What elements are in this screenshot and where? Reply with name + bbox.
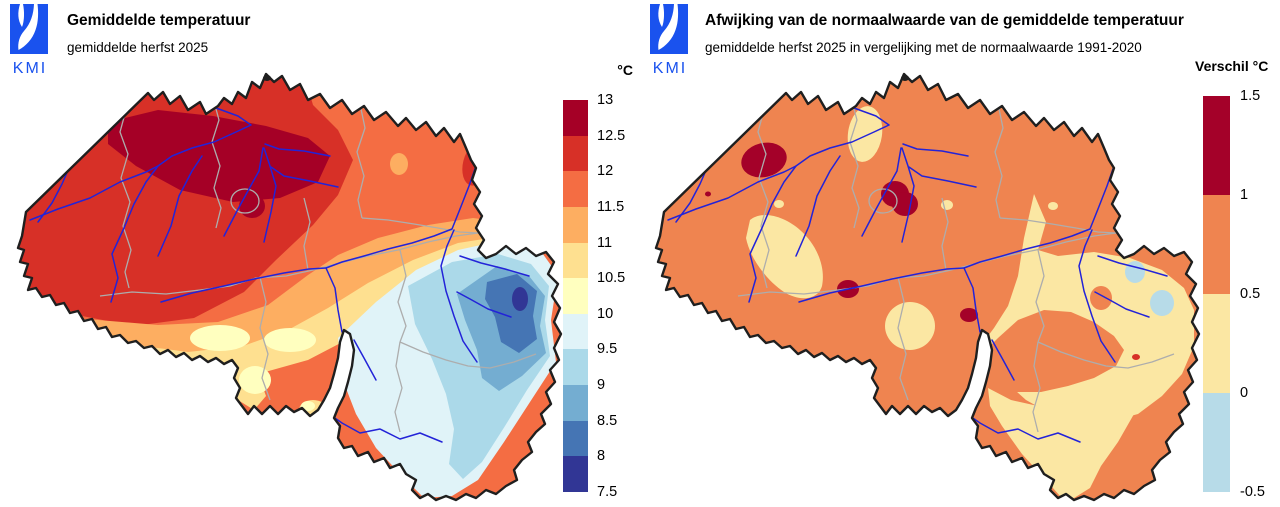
anomaly-fill-regions [656, 74, 1199, 500]
legend-tick-label: 10.5 [597, 270, 626, 287]
legend-color-band [563, 242, 588, 279]
right-map-title: Afwijking van de normaalwaarde van de ge… [705, 12, 1184, 29]
legend-tick-label: 1.5 [1240, 88, 1261, 104]
left-panel-titles: Gemiddelde temperatuur gemiddelde herfst… [67, 12, 627, 55]
kmi-logo-2: KMI [650, 4, 694, 78]
legend-color-band [563, 135, 588, 172]
legend-color-band [563, 349, 588, 386]
left-map-title: Gemiddelde temperatuur [67, 12, 251, 29]
legend-color-band [563, 420, 588, 457]
legend-color-bands [1203, 96, 1230, 492]
legend-color-band [563, 100, 588, 136]
legend-tick-label: 0.5 [1240, 286, 1261, 302]
legend-color-bands [563, 100, 588, 493]
legend-tick-label: 9 [597, 377, 606, 394]
map-belgium-mean-temperature [16, 72, 563, 502]
legend-color-band [1203, 393, 1230, 492]
kmi-logo-text: KMI [12, 60, 48, 77]
right-map-subtitle: gemiddelde herfst 2025 in vergelijking m… [705, 39, 1142, 55]
legend-color-band [563, 385, 588, 421]
legend-tick-label: 8.5 [597, 412, 618, 429]
legend-tick-label: 1 [1240, 187, 1249, 203]
legend-color-band [1203, 195, 1230, 294]
legend-tick-label: 0 [1240, 385, 1249, 401]
kmi-logo: KMI [10, 4, 54, 78]
anomaly-legend: Verschil °C 1.5 1 0.5 0 -0.5 [1195, 58, 1280, 500]
right-panel-titles: Afwijking van de normaalwaarde van de ge… [705, 12, 1265, 55]
kmi-logo-text: KMI [652, 60, 688, 77]
baarle-hertog-dot [263, 75, 271, 81]
left-map-subtitle: gemiddelde herfst 2025 [67, 39, 209, 55]
legend-color-band [563, 456, 588, 493]
legend-tick-label: 13 [597, 92, 614, 108]
legend-tick-label: 12.5 [597, 127, 626, 144]
legend-unit-label: Verschil °C [1195, 58, 1269, 74]
temperature-fill-regions [18, 74, 561, 500]
kmi-logo-icon [10, 4, 48, 54]
temperature-legend: °C 13 12.5 12 11.5 11 10.5 10 9.5 9 8.5 8 7.5 [563, 62, 643, 500]
legend-tick-label: 12 [597, 163, 614, 180]
legend-tick-label: 9.5 [597, 341, 618, 358]
kmi-logo-icon [650, 4, 688, 54]
legend-color-band [563, 171, 588, 207]
legend-tick-label: 10 [597, 305, 614, 322]
legend-color-band [563, 206, 588, 243]
legend-tick-label: 7.5 [597, 484, 618, 500]
legend-tick-label: 11.5 [597, 198, 625, 215]
legend-tick-label: 8 [597, 448, 606, 465]
baarle-hertog-dot [901, 75, 909, 81]
legend-tick-label: -0.5 [1240, 484, 1265, 500]
legend-color-band [563, 278, 588, 314]
map-belgium-temperature-anomaly [654, 72, 1201, 502]
legend-color-band [1203, 294, 1230, 393]
legend-tick-label: 11 [597, 234, 613, 251]
legend-color-band [563, 313, 588, 350]
legend-unit-label: °C [617, 62, 633, 78]
legend-color-band [1203, 96, 1230, 195]
